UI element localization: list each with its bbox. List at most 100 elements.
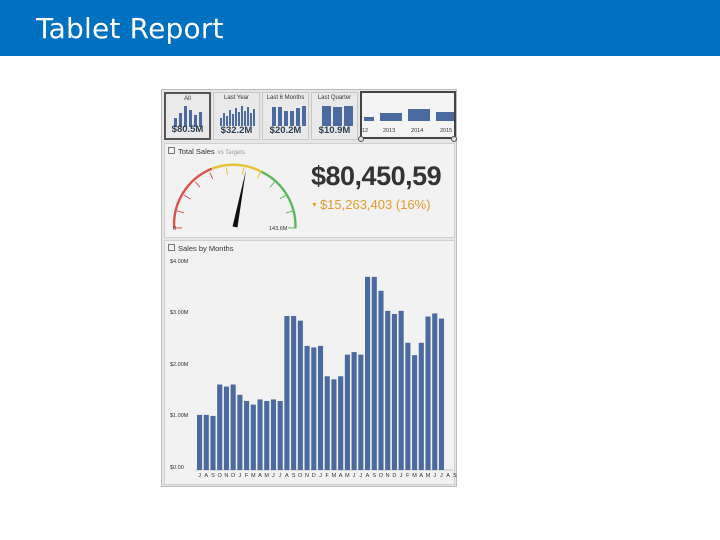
bar-month-35 (432, 313, 438, 470)
timeline-left-handle[interactable] (358, 136, 364, 142)
gauge-red-arc (172, 167, 213, 229)
y-tick-label: $3.00M (170, 310, 189, 316)
bar-month-33 (418, 342, 424, 470)
gauge-green-arc (260, 170, 297, 229)
bar-month-5 (230, 384, 236, 470)
gauge-tick (225, 167, 228, 175)
gauge-tick (279, 194, 287, 200)
x-tick-label: O (378, 473, 384, 479)
filter-tile-last-year[interactable]: Last Year $32.2M (213, 92, 260, 140)
bar-month-28 (385, 310, 391, 470)
filter-tile-all[interactable]: All $80.5M (164, 92, 211, 140)
bar-month-7 (244, 400, 250, 470)
bar-month-8 (250, 404, 256, 470)
timeline-year: 2013 (383, 128, 396, 134)
x-tick-label: D (231, 473, 236, 479)
timeline-year: 12 (362, 128, 369, 134)
bar-month-1 (203, 414, 209, 470)
filter-tile-label: Last Year (223, 95, 250, 101)
timeline-year: 2015 (440, 128, 453, 134)
x-tick-label: S (453, 473, 457, 479)
bar-month-18 (317, 345, 324, 470)
x-tick-label: M (425, 473, 431, 479)
x-tick-label: A (338, 473, 343, 479)
bar-month-19 (324, 376, 330, 470)
x-tick-label: N (305, 473, 309, 479)
gauge-tick (183, 194, 191, 200)
bar-month-32 (412, 355, 418, 470)
bar-month-3 (217, 384, 223, 470)
bar-month-0 (197, 414, 203, 470)
gauge-tick (285, 210, 293, 214)
filter-tile-value: $10.9M (318, 125, 351, 136)
x-tick-label: A (258, 473, 262, 479)
sparkline (318, 104, 353, 126)
bar-month-20 (331, 379, 337, 470)
y-tick-label: $1.00M (170, 413, 189, 419)
bar-month-4 (223, 386, 229, 470)
x-tick-label: O (217, 473, 222, 479)
bar-month-17 (311, 347, 317, 470)
x-tick-label: J (198, 473, 201, 479)
gauge-needle (232, 170, 246, 228)
expand-icon[interactable] (168, 244, 175, 251)
bar-month-11 (270, 399, 277, 470)
bar-month-26 (371, 276, 377, 470)
x-tick-label: M (250, 473, 256, 479)
x-tick-label: M (412, 473, 417, 479)
bar-month-12 (277, 400, 283, 470)
total-sales-title: Total Sales vs Targets (168, 147, 245, 156)
x-tick-label: J (278, 473, 282, 479)
x-tick-label: J (352, 473, 356, 479)
bar-month-27 (378, 290, 384, 470)
x-tick-label: J (440, 473, 443, 479)
gauge-yellow-arc (211, 163, 263, 173)
x-tick-label: A (365, 473, 370, 479)
sales-by-months-chart (195, 276, 453, 471)
x-tick-label: J (238, 473, 242, 479)
x-tick-label: J (433, 473, 437, 479)
bar-month-16 (304, 345, 310, 470)
x-tick-label: D (392, 473, 397, 479)
bar-month-31 (405, 342, 411, 470)
x-tick-label: F (325, 473, 329, 479)
filter-tile-label: Last 6 Months (266, 95, 305, 101)
filter-tile-label: Last Quarter (317, 95, 352, 101)
bar-month-22 (344, 354, 350, 470)
filter-tile-label: All (184, 96, 191, 102)
timeline-right-handle[interactable] (451, 136, 457, 142)
bar-month-9 (257, 399, 263, 470)
bar-month-29 (391, 313, 397, 470)
x-tick-label: J (319, 473, 322, 479)
x-tick-label: S (211, 473, 215, 479)
x-tick-label: F (406, 473, 410, 479)
x-tick-label: A (285, 473, 289, 479)
x-tick-label: M (331, 473, 337, 479)
bar-month-21 (338, 376, 344, 470)
x-tick-label: S (372, 473, 377, 479)
x-tick-label: N (224, 473, 229, 479)
bar-month-34 (425, 316, 431, 470)
bar-month-36 (438, 318, 445, 470)
y-tick-label: $4.00M (170, 259, 189, 265)
x-tick-label: A (446, 473, 450, 479)
bar-month-2 (210, 415, 216, 470)
timeline-year: 2014 (411, 128, 424, 134)
gauge-tick (194, 181, 201, 188)
x-tick-label: A (204, 473, 209, 479)
x-tick-label: A (419, 473, 424, 479)
bar-month-24 (358, 354, 364, 470)
page-title: Tablet Report (36, 12, 224, 45)
tablet-report: All $80.5M Last Year $32.2M Last 6 Month… (161, 89, 457, 487)
x-tick-label: F (244, 473, 249, 479)
bar-month-6 (237, 394, 243, 470)
sparkline (220, 104, 255, 126)
x-tick-label: M (345, 473, 350, 479)
bar-month-15 (297, 320, 303, 470)
filter-tile-last-quarter[interactable]: Last Quarter $10.9M (311, 92, 358, 140)
filter-tile-last-6-months[interactable]: Last 6 Months $20.2M (262, 92, 309, 140)
expand-icon[interactable] (168, 147, 175, 154)
total-sales-panel: Total Sales vs Targets 0 143.6M $80,450,5… (164, 143, 455, 238)
gauge-tick (256, 172, 261, 180)
timeline-selector[interactable]: 12 2013 2014 2015 (360, 91, 456, 139)
